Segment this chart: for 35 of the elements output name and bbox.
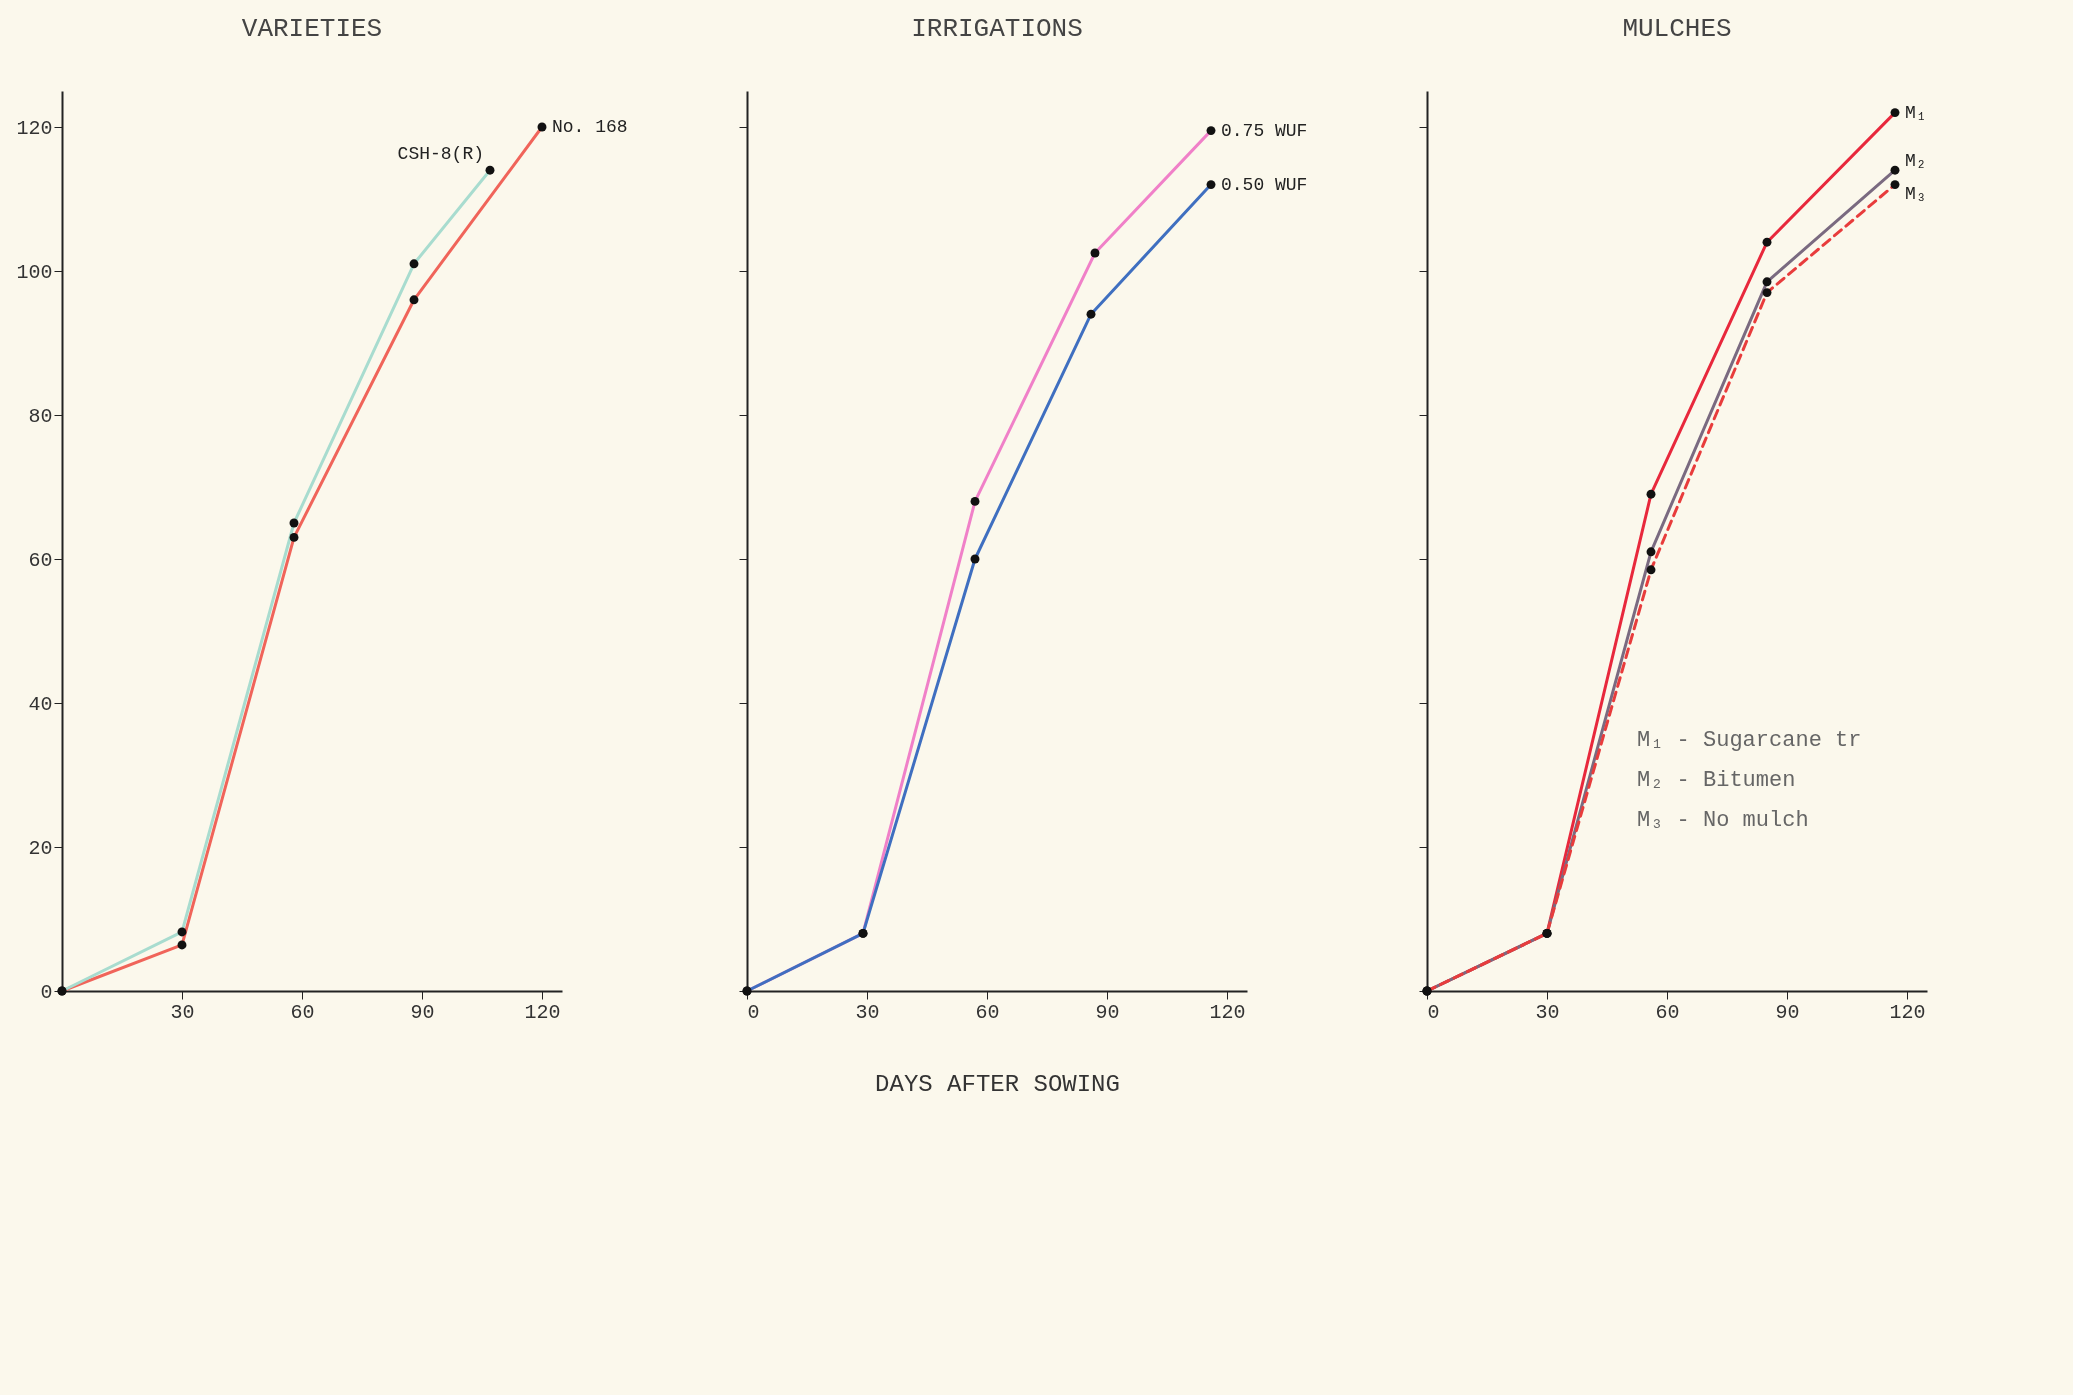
- x-tick-label: 120: [1209, 1000, 1246, 1024]
- series-label: M₃: [1905, 183, 1927, 204]
- series-label: No. 168: [552, 117, 628, 137]
- x-tick-label: 120: [1889, 1000, 1926, 1024]
- annotation: M₁ - Sugarcane tr: [1637, 728, 1862, 753]
- x-tick-label: 90: [1775, 1000, 1800, 1024]
- x-axis-title: DAYS AFTER SOWING: [875, 1070, 1120, 1098]
- series-label: 0.50 WUF: [1221, 174, 1308, 195]
- y-tick-label: 60: [28, 548, 53, 572]
- x-tick-label: 30: [170, 1000, 195, 1024]
- x-tick-label: 30: [1535, 1000, 1560, 1024]
- x-tick-label: 120: [524, 1000, 561, 1024]
- series-label: M₂: [1905, 151, 1927, 172]
- series-label: CSH-8(R): [397, 144, 484, 165]
- y-tick-label: 100: [16, 260, 53, 284]
- x-tick-label: 90: [410, 1000, 435, 1024]
- chart-title: IRRIGATIONS: [911, 14, 1083, 44]
- y-tick-label: 80: [28, 404, 53, 428]
- series-label: 0.75 WUF: [1221, 120, 1308, 141]
- chart-title: MULCHES: [1622, 14, 1732, 44]
- x-tick-label: 90: [1095, 1000, 1120, 1024]
- y-tick-label: 20: [28, 836, 53, 860]
- y-tick-label: 40: [28, 692, 53, 716]
- x-tick-label: 0: [1427, 1000, 1440, 1024]
- series-label: M₁: [1905, 102, 1927, 123]
- x-tick-label: 0: [747, 1000, 760, 1024]
- y-tick-label: 0: [40, 980, 53, 1004]
- chart-title: VARIETIES: [241, 14, 383, 44]
- x-tick-label: 60: [1655, 1000, 1680, 1024]
- y-tick-label: 120: [16, 116, 53, 140]
- x-tick-label: 30: [855, 1000, 880, 1024]
- x-tick-label: 60: [290, 1000, 315, 1024]
- annotation: M₃ - No mulch: [1637, 808, 1809, 833]
- annotation: M₂ - Bitumen: [1637, 768, 1796, 793]
- x-tick-label: 60: [975, 1000, 1000, 1024]
